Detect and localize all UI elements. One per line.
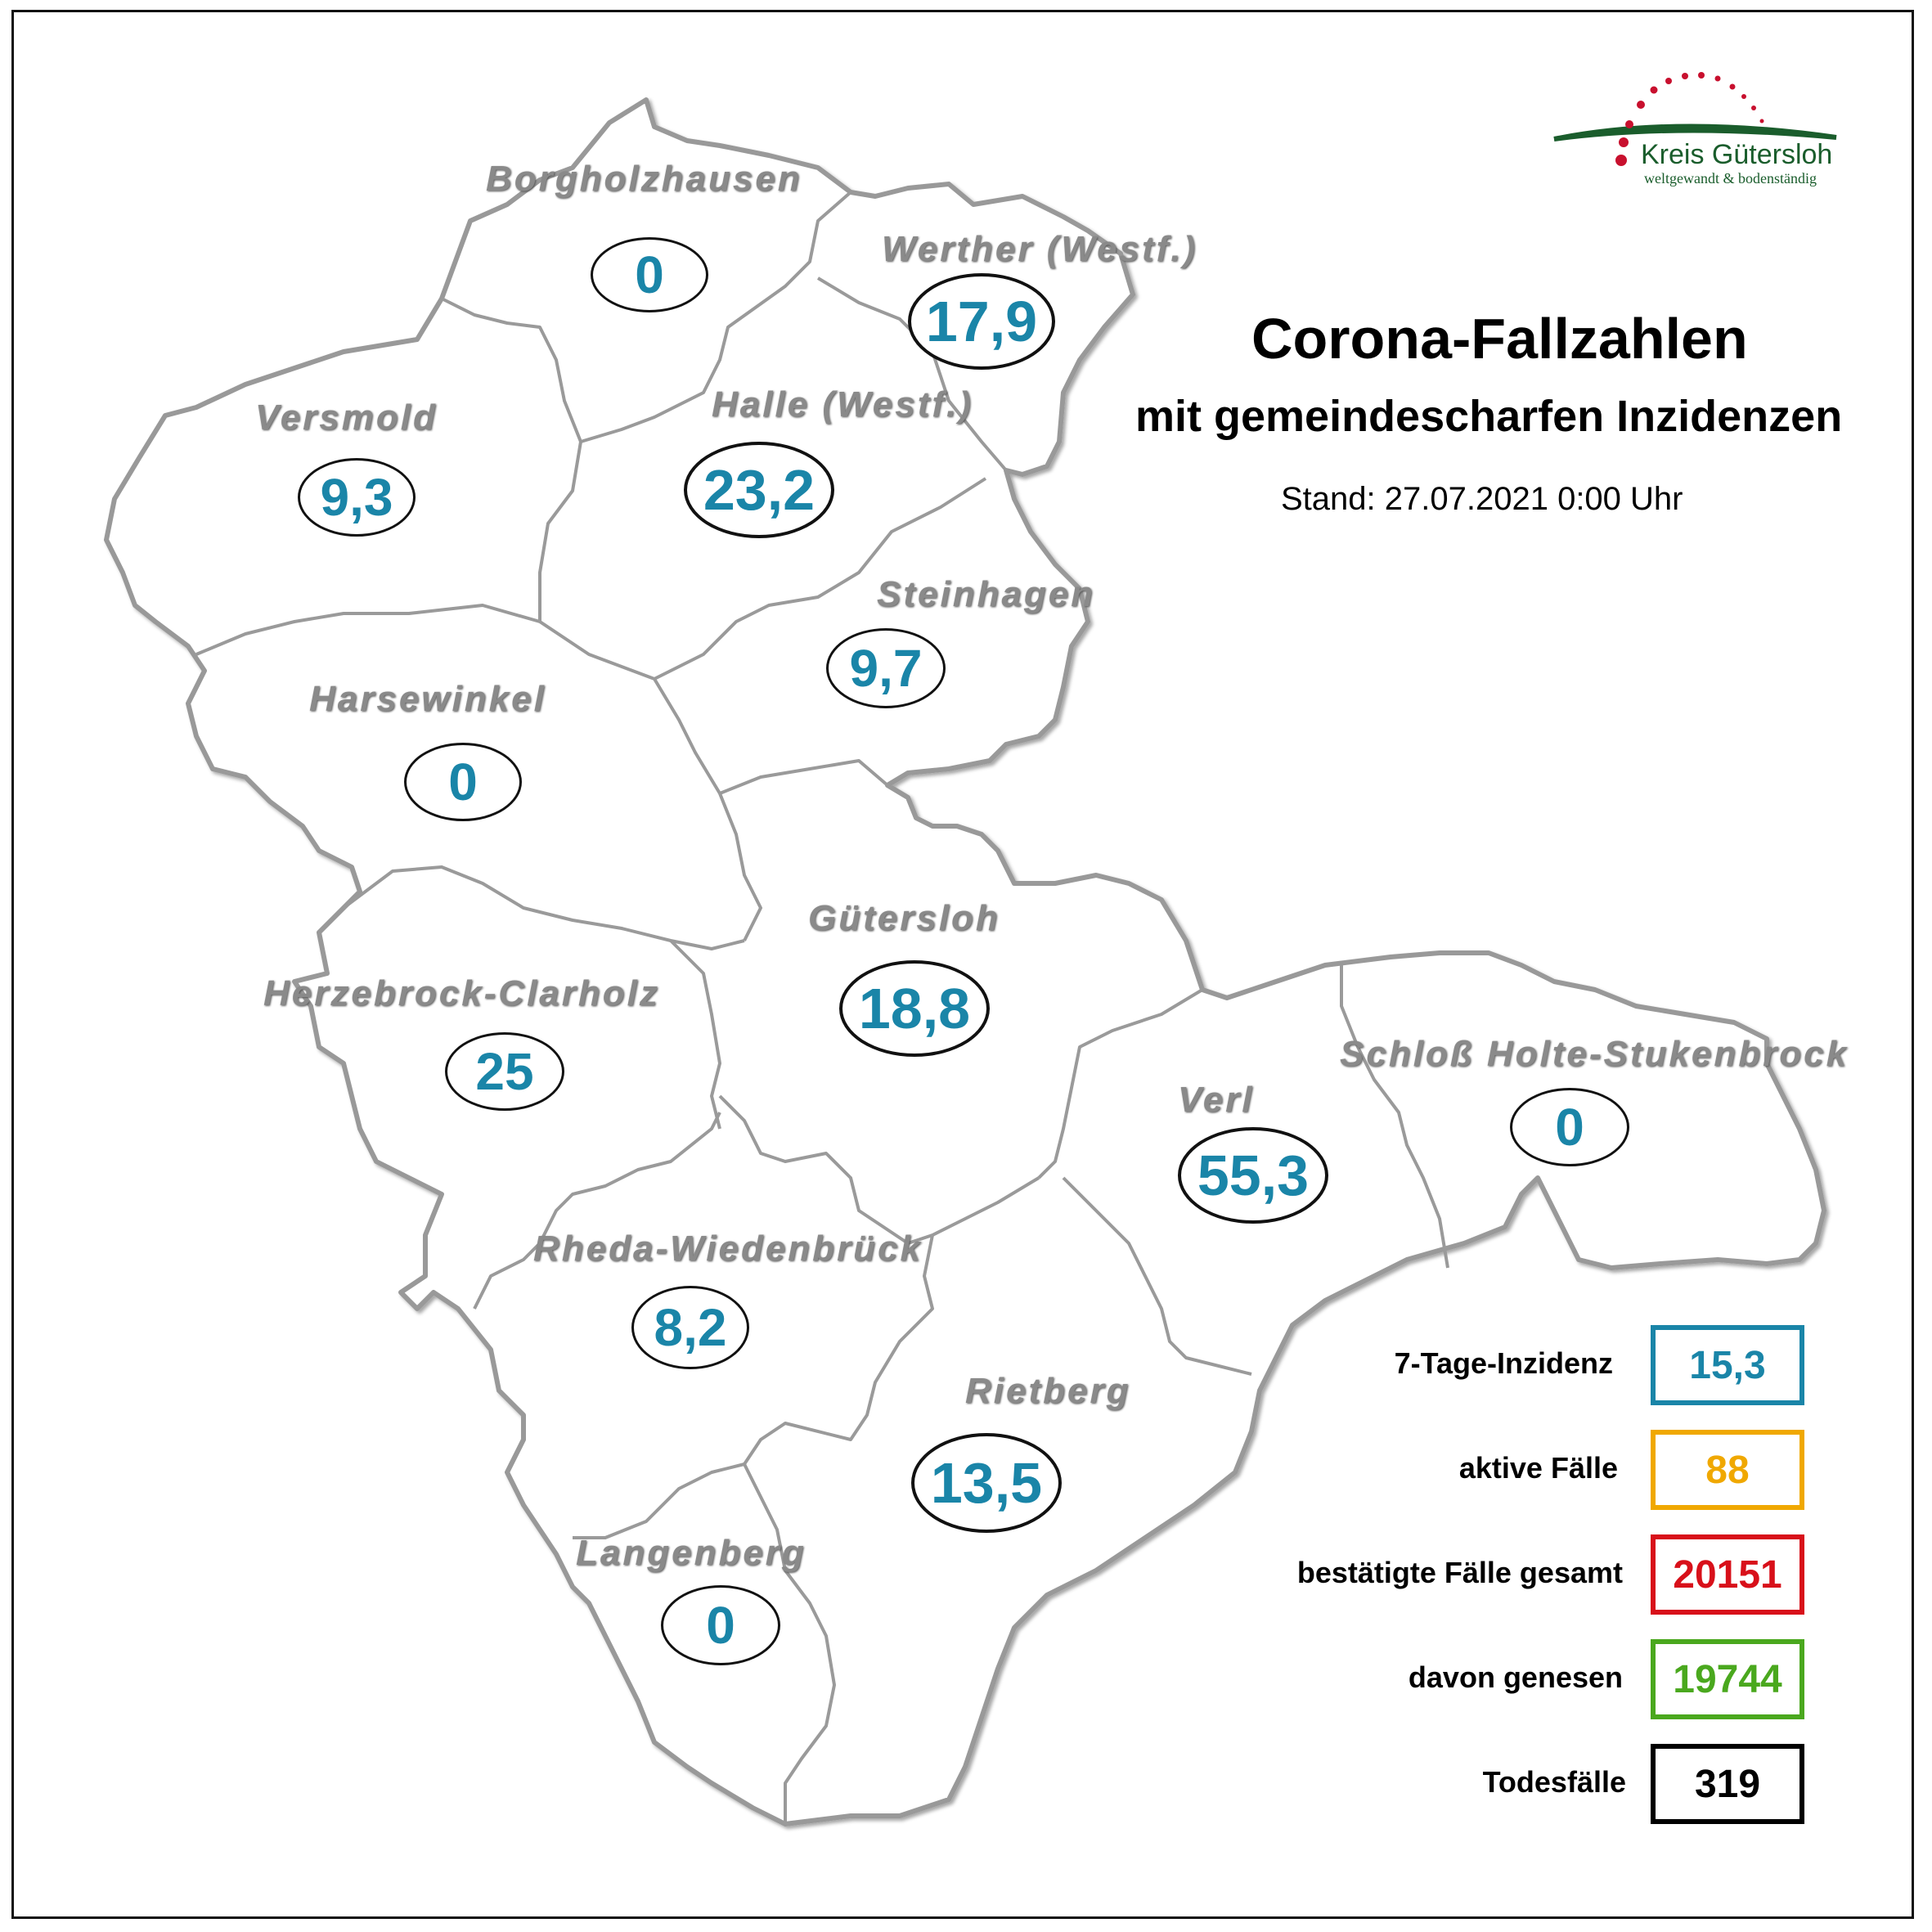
municipality-name-steinhagen: Steinhagen (877, 574, 1096, 614)
border-halle-harsewinkel (538, 441, 582, 622)
municipality-name-schloss-holte-stukenbrock: Schloß Holte-Stukenbrock (1340, 1034, 1849, 1074)
border-steinhagen-guetersloh (719, 759, 889, 795)
municipality-name-rheda-wiedenbrueck: Rheda-Wiedenbrück (533, 1229, 923, 1269)
border-herzebrock-rheda (473, 1112, 721, 1310)
incidence-badge-rheda-wiedenbrueck: 8,2 (631, 1286, 749, 1369)
border-verl-rietberg (1062, 1176, 1252, 1376)
municipality-name-halle: Halle (Westf.) (712, 384, 973, 425)
logo-name: Kreis Gütersloh (1641, 139, 1833, 170)
district-outline (104, 97, 1826, 1826)
municipality-name-guetersloh: Gütersloh (808, 898, 1000, 938)
incidence-badge-werther: 17,9 (908, 273, 1055, 370)
border-langenberg-rietberg (743, 1463, 836, 1824)
stat-label-confirmed-total: bestätigte Fälle gesamt (1296, 1556, 1623, 1589)
incidence-badge-versmold: 9,3 (298, 458, 416, 537)
incidence-badge-verl: 55,3 (1178, 1127, 1328, 1224)
municipality-name-langenberg: Langenberg (576, 1533, 806, 1573)
border-halle-steinhagen (654, 477, 987, 681)
border-verl-shs (1340, 965, 1449, 1269)
incidence-badge-halle: 23,2 (684, 442, 834, 538)
kreis-guetersloh-logo-graphic (1553, 72, 1837, 166)
border-rheda-langenberg (573, 1462, 745, 1539)
data-timestamp: Stand: 27.07.2021 0:00 Uhr (1281, 481, 1683, 517)
border-versmold-borgholzhausen (441, 297, 582, 443)
border-herzebrock-guetersloh (669, 939, 721, 1130)
page-subtitle: mit gemeindescharfen Inzidenzen (1135, 392, 1843, 441)
municipality-name-harsewinkel: Harsewinkel (309, 679, 546, 719)
border-harsewinkel-steinhagen (538, 620, 721, 795)
municipality-name-herzebrock-clarholz: Herzebrock-Clarholz (263, 973, 660, 1013)
stat-label-incidence: 7-Tage-Inzidenz (1394, 1346, 1613, 1380)
border-harsewinkel-herzebrock (342, 865, 745, 950)
logo-slogan: weltgewandt & bodenständig (1644, 170, 1817, 186)
incidence-badge-harsewinkel: 0 (404, 743, 522, 821)
border-versmold-harsewinkel (195, 604, 541, 656)
municipality-name-rietberg: Rietberg (965, 1371, 1131, 1411)
border-guetersloh-rietberg (932, 1176, 1040, 1237)
stat-value-confirmed-total: 20151 (1651, 1534, 1804, 1615)
stat-label-recovered: davon genesen (1408, 1660, 1623, 1694)
stat-value-incidence: 15,3 (1651, 1325, 1804, 1405)
stat-value-deaths: 319 (1651, 1744, 1804, 1824)
municipality-name-werther: Werther (Westf.) (882, 229, 1198, 269)
municipality-name-versmold: Versmold (255, 398, 438, 438)
border-guetersloh-verl (1037, 988, 1204, 1179)
incidence-badge-rietberg: 13,5 (911, 1433, 1062, 1533)
municipality-name-verl: Verl (1178, 1080, 1255, 1120)
incidence-badge-herzebrock-clarholz: 25 (445, 1032, 564, 1111)
border-rheda-guetersloh (718, 1094, 933, 1245)
incidence-badge-guetersloh: 18,8 (839, 960, 990, 1057)
border-borgholzhausen-halle (580, 191, 852, 443)
stat-value-recovered: 19744 (1651, 1639, 1804, 1719)
incidence-badge-langenberg: 0 (661, 1585, 780, 1665)
incidence-badge-steinhagen: 9,7 (826, 628, 946, 708)
municipality-name-borgholzhausen: Borgholzhausen (486, 159, 802, 199)
stat-label-deaths: Todesfälle (1482, 1765, 1626, 1799)
incidence-badge-schloss-holte-stukenbrock: 0 (1510, 1088, 1629, 1166)
page-title: Corona-Fallzahlen (1251, 307, 1748, 371)
border-harsewinkel-guetersloh (718, 793, 762, 941)
image-frame (11, 10, 1914, 1919)
stat-label-active-cases: aktive Fälle (1458, 1451, 1618, 1485)
stat-value-active-cases: 88 (1651, 1430, 1804, 1510)
incidence-badge-borgholzhausen: 0 (591, 237, 708, 312)
border-rheda-rietberg (743, 1234, 934, 1466)
